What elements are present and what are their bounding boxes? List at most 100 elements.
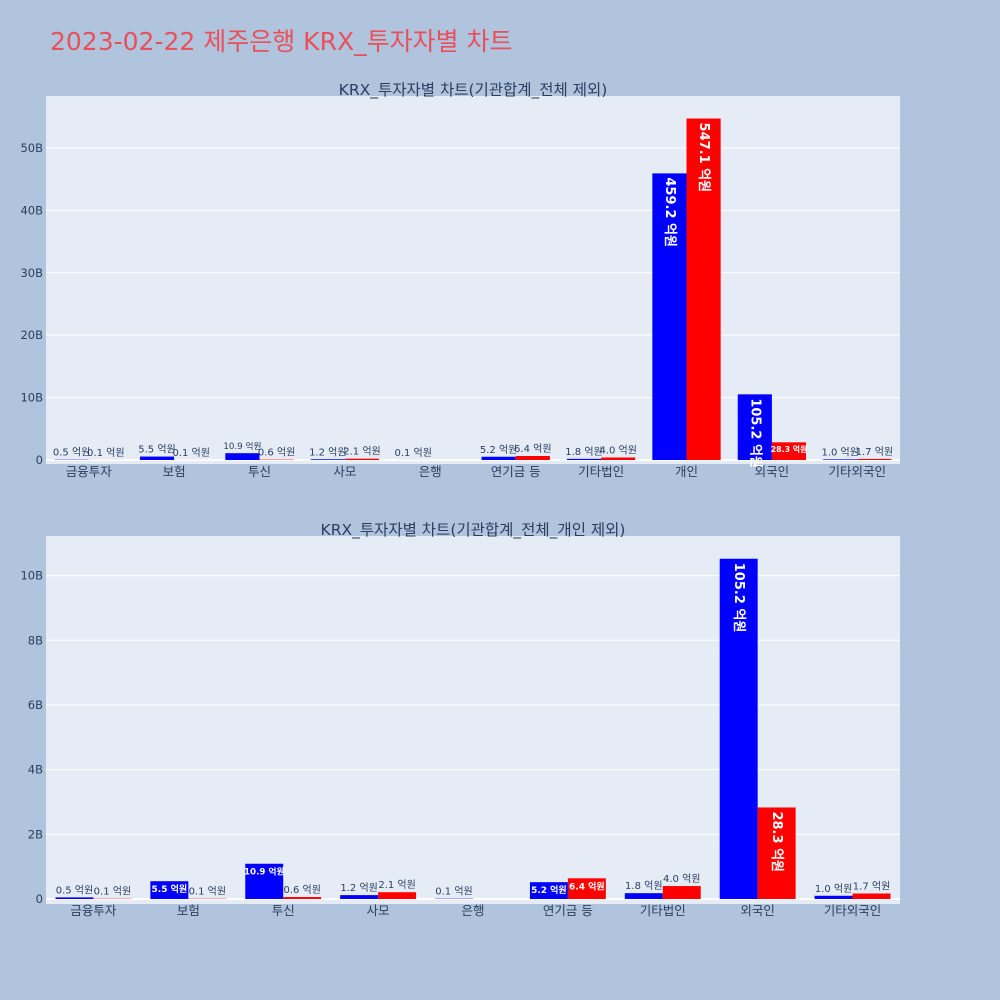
chart-1-x-tick-label: 개인 <box>675 464 698 479</box>
chart-2-bar <box>567 878 606 899</box>
chart-2-x-tick-label: 은행 <box>461 903 484 918</box>
chart-1-y-ticks: 0 10B 20B 30B 40B 50B <box>20 141 43 467</box>
chart-2-y-tick-label: 6B <box>28 698 43 712</box>
chart-2-x-tick-label: 기타법인 <box>640 903 686 918</box>
chart-1-bar-label: 4.0 억원 <box>599 445 636 457</box>
chart-2-bar-label: 10.9 억원 <box>244 865 284 877</box>
chart-2-bar-label: 6.4 억원 <box>569 880 605 892</box>
chart-1-bar-label: 0.6 억원 <box>258 447 295 459</box>
chart-1-y-tick-label: 0 <box>36 453 43 467</box>
chart-1-bar <box>515 456 550 460</box>
chart-1-bar <box>481 456 516 460</box>
chart-1-plot-area <box>46 96 900 464</box>
chart-2-bar <box>529 882 568 899</box>
chart-1-bar-label: 0.1 억원 <box>172 447 209 459</box>
chart-1-bar <box>737 394 772 460</box>
chart-2-y-tick-label: 0 <box>36 892 43 906</box>
chart-1-x-tick-label: 금융투자 <box>66 464 113 479</box>
chart-2-bar <box>662 886 701 899</box>
chart-1-bar <box>823 459 858 460</box>
chart-2-x-tick-label: 외국인 <box>740 903 775 918</box>
chart-1-bar <box>601 457 636 460</box>
chart-2-bar-label: 0.1 억원 <box>189 886 226 898</box>
chart-2-bar-label: 5.2 억원 <box>531 884 567 896</box>
chart-2-bar-label: 0.6 억원 <box>283 884 320 896</box>
chart-2-y-tick-label: 8B <box>28 633 43 647</box>
chart-1-x-tick-label: 은행 <box>419 464 442 479</box>
chart-1-x-tick-label: 기타법인 <box>578 464 624 479</box>
chart-2-bar-label: 1.2 억원 <box>340 882 377 894</box>
chart-2-bar-label: 28.3 억원 <box>769 811 784 872</box>
chart-2-bar-label: 105.2 억원 <box>731 563 746 633</box>
chart-2-x-tick-label: 투신 <box>272 903 295 918</box>
chart-1-x-tick-label: 보험 <box>163 464 186 479</box>
chart-2-x-tick-label: 기타외국인 <box>824 903 882 918</box>
chart-1-y-tick-label: 50B <box>20 141 43 155</box>
chart-1-bar <box>566 458 602 460</box>
chart-1-x-tick-label: 연기금 등 <box>491 464 541 479</box>
chart-2-title: KRX_투자자별 차트(기관합계_전체_개인 제외) <box>321 521 626 540</box>
chart-1-bar <box>857 458 892 460</box>
chart-2-bar-label: 5.5 억원 <box>152 883 188 895</box>
chart-1-bar <box>652 173 687 460</box>
chart-2-bar-label: 0.5 억원 <box>56 884 93 896</box>
chart-1: KRX_투자자별 차트(기관합계_전체 제외) 0 10B 20B 30B 40B 50B… <box>20 81 900 479</box>
chart-2-bar <box>283 897 322 899</box>
chart-1-bar-label: 1.7 억원 <box>856 446 893 458</box>
chart-1-bar-label: 5.5 억원 <box>138 444 175 456</box>
chart-2-bar <box>55 897 94 899</box>
chart-1-bar-label: 0.5 억원 <box>53 447 90 459</box>
chart-1-bar-label: 459.2 억원 <box>662 177 677 247</box>
chart-1-bar-label: 1.8 억원 <box>565 446 602 458</box>
chart-2-bar-label: 1.7 억원 <box>853 881 890 893</box>
chart-2-bar <box>852 893 891 899</box>
chart-2-bars <box>55 558 891 899</box>
chart-1-bar <box>139 456 175 460</box>
chart-1-x-ticks: 금융투자 보험 투신 사모 은행 연기금 등 기타법인 개인 외국인 기타외국인 <box>66 464 886 479</box>
chart-2-bar <box>340 895 379 899</box>
chart-1-title: KRX_투자자별 차트(기관합계_전체 제외) <box>339 81 608 100</box>
chart-2-x-tick-label: 보험 <box>177 903 200 918</box>
chart-1-x-tick-label: 기타외국인 <box>829 464 887 479</box>
chart-2-x-tick-label: 연기금 등 <box>543 903 593 918</box>
chart-2-bar-label: 2.1 억원 <box>378 879 415 891</box>
chart-1-bar-label: 28.3 억원 <box>771 444 808 454</box>
chart-2-bar-label: 1.8 억원 <box>625 880 662 892</box>
chart-1-y-tick-label: 30B <box>20 266 43 280</box>
chart-1-bar <box>225 453 260 460</box>
chart-2-bar-label: 4.0 억원 <box>663 873 700 885</box>
chart-1-bar-label: 105.2 억원 <box>747 398 762 468</box>
chart-2-bar <box>757 807 796 899</box>
chart-2-x-tick-label: 사모 <box>367 903 390 918</box>
chart-2-x-tick-label: 금융투자 <box>70 903 117 918</box>
chart-2-bar-label: 0.1 억원 <box>94 886 131 898</box>
chart-2-y-tick-label: 2B <box>28 827 43 841</box>
chart-1-y-tick-label: 40B <box>20 203 43 217</box>
chart-2-bar <box>719 558 758 899</box>
chart-1-bar-label: 10.9 억원 <box>223 440 261 452</box>
chart-2: KRX_투자자별 차트(기관합계_전체_개인 제외) 02B4B6B8B10B … <box>20 521 900 918</box>
chart-1-bar-label: 547.1 억원 <box>696 123 711 193</box>
chart-1-bar <box>771 442 807 460</box>
chart-1-bar-label: 5.2 억원 <box>480 444 517 456</box>
chart-2-bar-label: 1.0 억원 <box>815 883 852 895</box>
chart-2-bar <box>245 863 284 899</box>
chart-2-y-tick-label: 4B <box>28 763 43 777</box>
chart-1-y-tick-label: 20B <box>20 328 43 342</box>
chart-1-x-tick-label: 외국인 <box>755 464 790 479</box>
chart-2-bar <box>624 893 663 899</box>
chart-2-bar-label: 0.1 억원 <box>435 886 472 898</box>
chart-1-bar-label: 0.1 억원 <box>87 447 124 459</box>
chart-1-bar-label: 2.1 억원 <box>343 446 380 458</box>
chart-2-bar <box>378 892 417 899</box>
chart-1-bar-label: 1.0 억원 <box>821 446 858 458</box>
chart-1-bar <box>344 458 380 460</box>
chart-1-bars <box>54 118 892 460</box>
chart-1-bar <box>686 118 721 460</box>
chart-2-bar <box>150 881 189 899</box>
chart-2-bar <box>814 895 853 899</box>
chart-2-y-tick-label: 10B <box>20 569 43 583</box>
